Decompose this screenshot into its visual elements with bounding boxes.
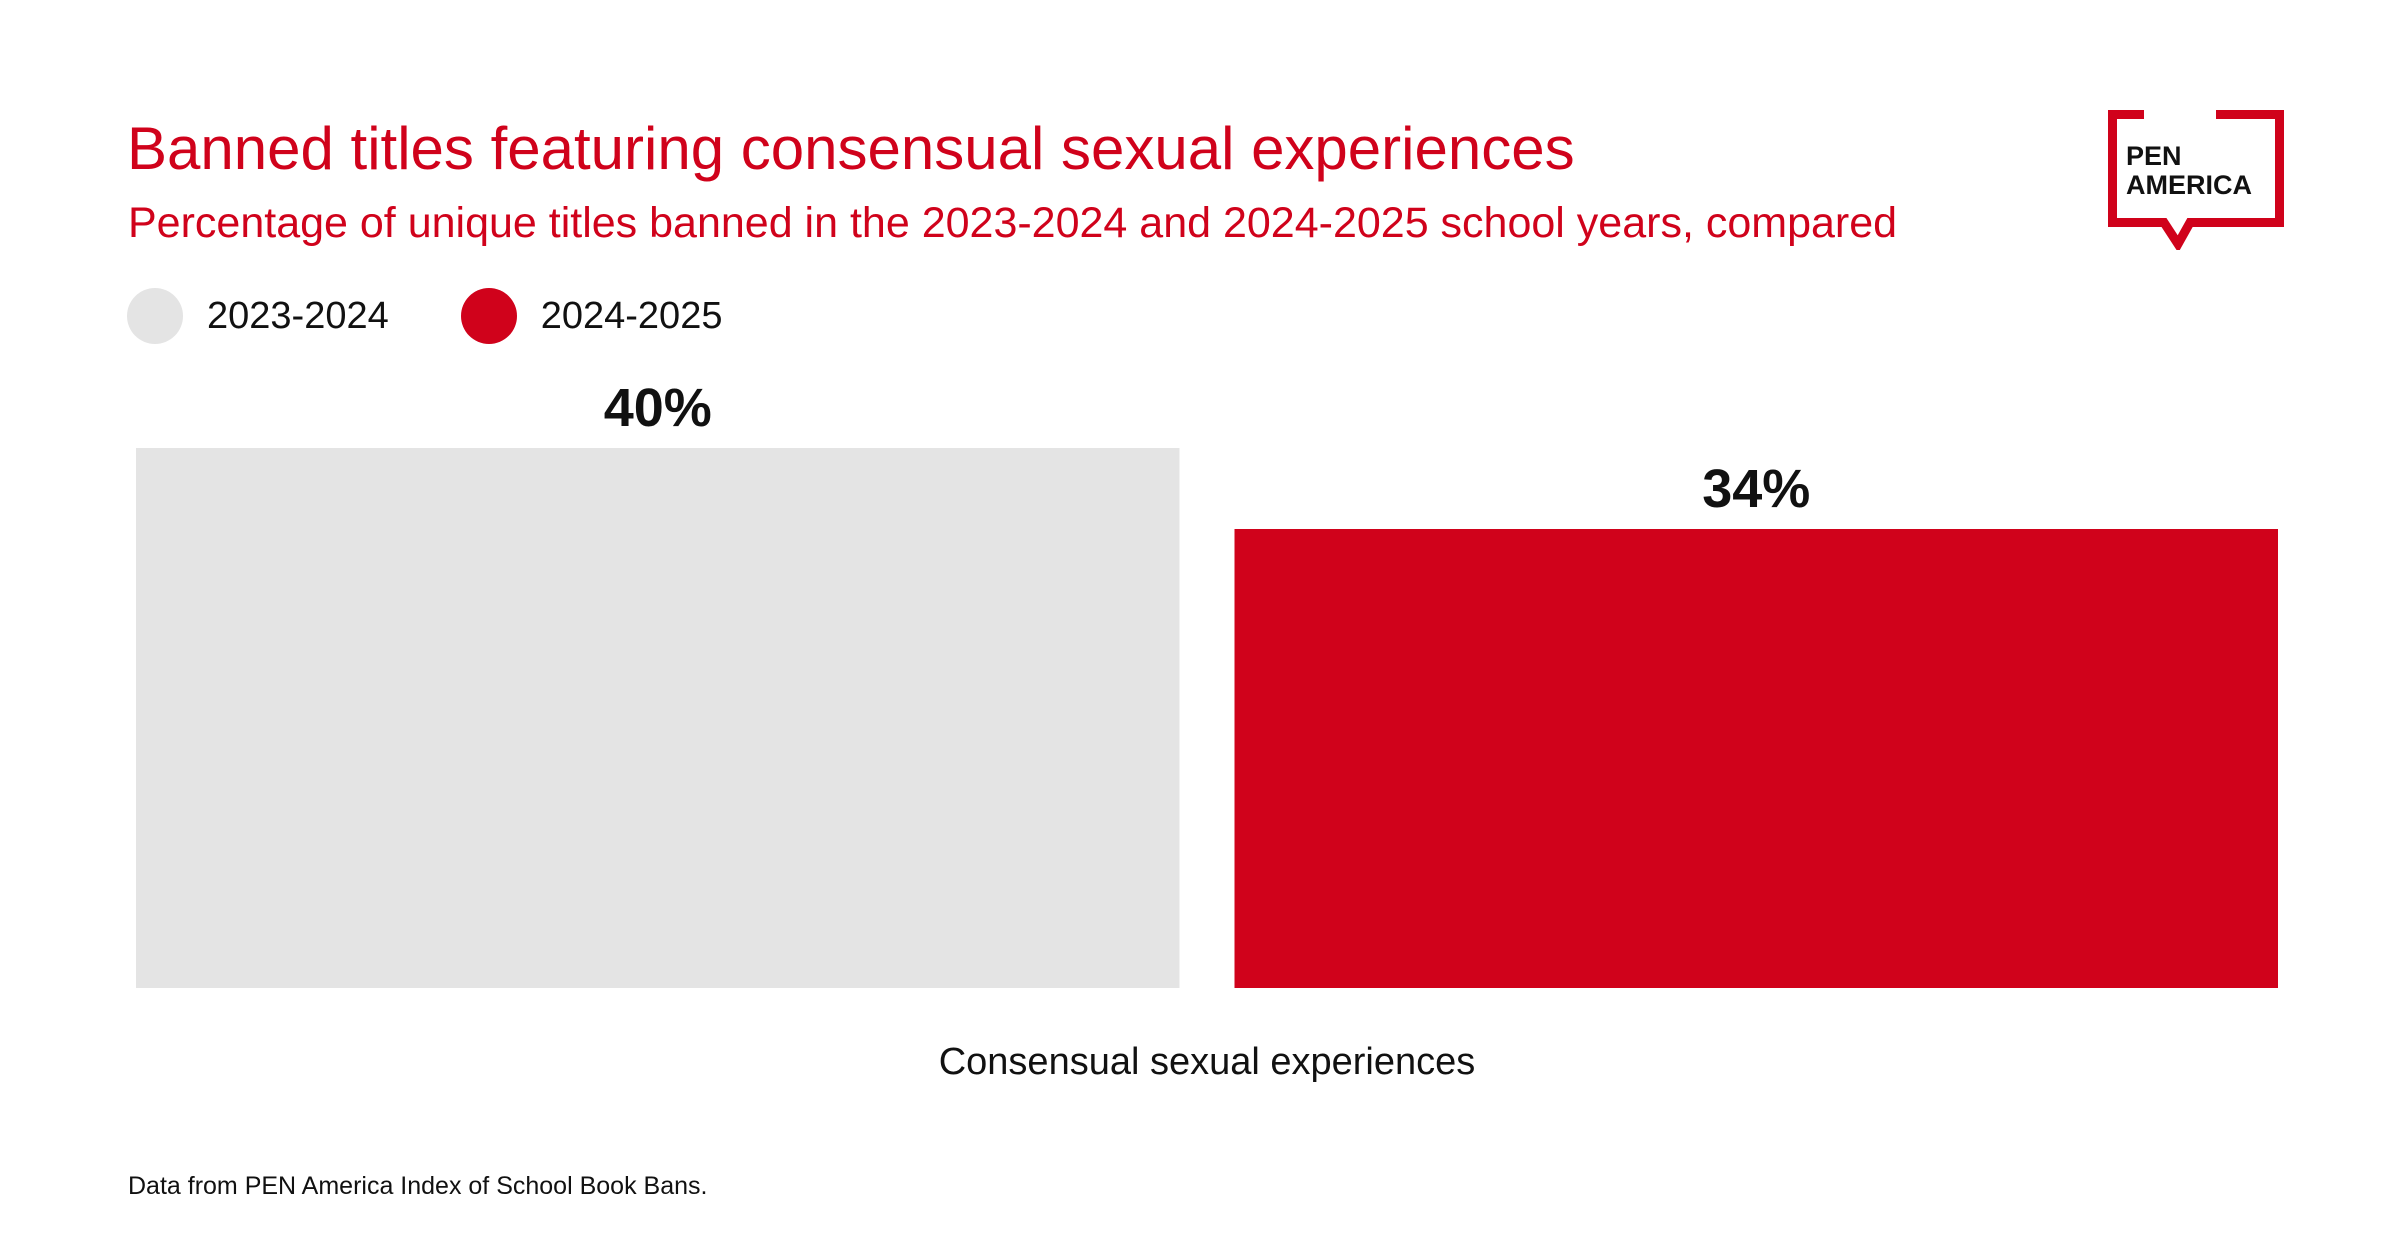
logo-speech-bubble-icon	[2108, 110, 2284, 253]
source-note: Data from PEN America Index of School Bo…	[128, 1172, 708, 1200]
logo-text-pen: PEN	[2126, 141, 2182, 171]
chart-subtitle: Percentage of unique titles banned in th…	[128, 199, 1898, 247]
pen-america-logo: PEN AMERICA	[2108, 110, 2284, 253]
legend-swatch-2023-2024	[127, 288, 183, 344]
legend-swatch-2024-2025	[460, 288, 517, 344]
bar-2024-2025	[1234, 529, 2278, 988]
legend-label-2023-2024: 2023-2024	[207, 294, 389, 337]
logo-text: PEN AMERICA	[2126, 142, 2252, 200]
legend-item-2023-2024: 2023-2024	[127, 288, 389, 344]
category-label: Consensual sexual experiences	[939, 1041, 1476, 1083]
legend-item-2024-2025: 2024-2025	[460, 288, 723, 344]
legend-label-2024-2025: 2024-2025	[540, 294, 723, 337]
bar-2023-2024	[136, 448, 1180, 988]
chart-title: Banned titles featuring consensual sexua…	[127, 115, 1575, 182]
logo-text-america: AMERICA	[2126, 170, 2252, 200]
legend: 2023-2024 2024-2025	[127, 288, 794, 344]
data-label-2023-2024: 40%	[604, 378, 712, 438]
data-label-2024-2025: 34%	[1702, 459, 1810, 519]
